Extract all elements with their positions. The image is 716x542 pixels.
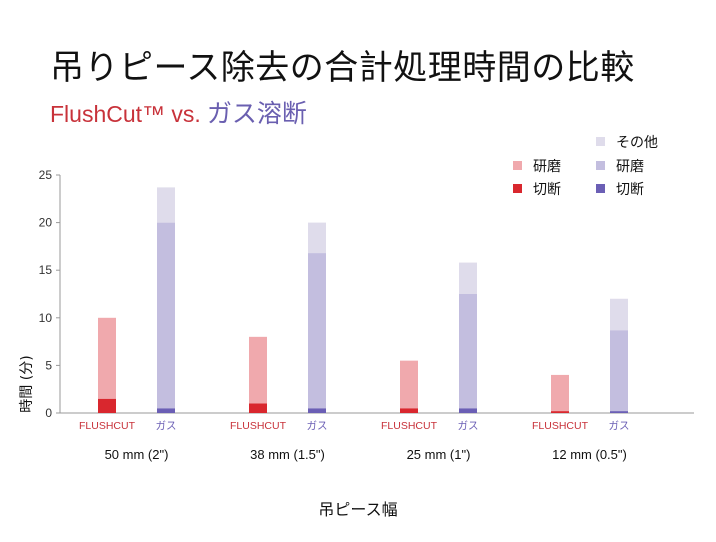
bar-flushcut-cut [98,398,116,413]
legend-label: 研磨 [616,159,644,175]
bar-flushcut-grind [400,360,418,409]
bar-gas-cut [610,411,628,413]
subtitle-gas: ガス溶断 [206,99,307,128]
legend-swatch [596,184,605,193]
legend-label: 切断 [533,182,561,198]
method-label-gas: ガス [307,420,328,432]
category-label: 25 mm (1") [407,447,471,462]
bar-gas-other [610,298,628,331]
method-label-flushcut: FLUSHCUT [381,420,438,432]
method-label-gas: ガス [609,420,630,432]
bar-gas-grind [308,253,326,409]
subtitle-flushcut: FlushCut™ vs. [50,101,201,127]
method-label-flushcut: FLUSHCUT [230,420,287,432]
x-axis-title: 吊ピース幅 [318,500,398,519]
legend-swatch [596,161,605,170]
method-label-gas: ガス [458,420,479,432]
category-label: 38 mm (1.5") [250,447,325,462]
legend-swatch [513,184,522,193]
method-label-flushcut: FLUSHCUT [532,420,589,432]
y-tick-label: 25 [39,168,53,182]
bar-flushcut-grind [249,336,267,404]
bar-gas-other [459,262,477,294]
y-tick-label: 15 [39,263,53,277]
bar-gas-cut [459,408,477,413]
bar-gas-grind [157,222,175,409]
legend-swatch [596,137,605,146]
method-label-flushcut: FLUSHCUT [79,420,136,432]
bar-flushcut-grind [551,374,569,412]
category-label: 12 mm (0.5") [552,447,627,462]
y-tick-label: 10 [39,311,53,325]
chart-subtitle: FlushCut™ vs. ガス溶断 [50,94,307,130]
bar-flushcut-grind [98,317,116,399]
bar-gas-cut [157,408,175,413]
y-tick-label: 0 [45,406,52,420]
legend-label: その他 [616,135,658,151]
bar-flushcut-cut [400,408,418,413]
legend-label: 切断 [616,182,644,198]
legend-swatch [513,161,522,170]
y-axis-title: 時間 (分) [19,355,35,412]
category-label: 50 mm (2") [105,447,169,462]
method-label-gas: ガス [156,420,177,432]
bar-gas-other [308,222,326,254]
bar-flushcut-cut [249,403,267,413]
legend-label: 研磨 [533,159,561,175]
chart-title: 吊りピース除去の合計処理時間の比較 [50,48,635,88]
bar-gas-grind [459,294,477,409]
y-tick-label: 5 [45,358,52,372]
bar-gas-cut [308,408,326,413]
y-tick-label: 20 [39,216,53,230]
bar-gas-grind [610,330,628,412]
bar-gas-other [157,187,175,223]
bar-flushcut-cut [551,411,569,413]
